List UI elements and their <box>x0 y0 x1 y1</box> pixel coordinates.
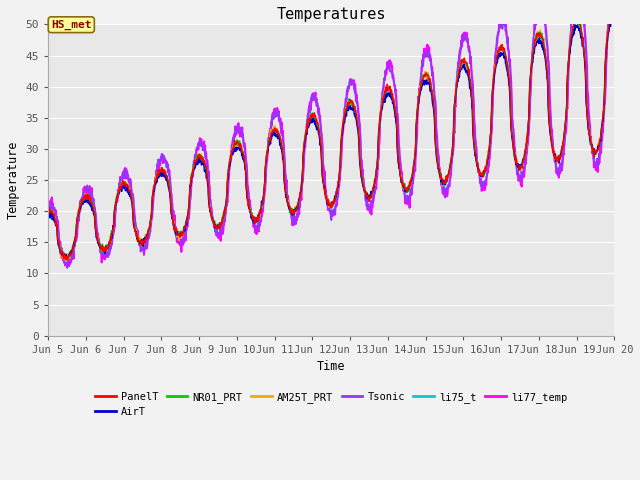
li75_t <box>307 118 314 124</box>
li75_t <box>44 209 52 215</box>
AirT <box>296 192 304 197</box>
AirT <box>88 208 96 214</box>
AirT <box>285 203 292 209</box>
NR01_PRT <box>88 204 96 209</box>
AM25T_PRT <box>62 259 70 264</box>
PanelT <box>611 3 618 9</box>
PanelT <box>285 202 292 208</box>
PanelT <box>44 205 52 211</box>
NR01_PRT <box>610 3 618 9</box>
PanelT <box>62 257 70 263</box>
Y-axis label: Temperature: Temperature <box>7 141 20 219</box>
AM25T_PRT <box>296 192 304 198</box>
Tsonic <box>367 198 374 204</box>
AirT <box>367 192 374 198</box>
PanelT <box>296 193 304 199</box>
NR01_PRT <box>111 203 119 209</box>
li77_temp <box>63 264 70 269</box>
PanelT <box>88 202 96 208</box>
Line: Tsonic: Tsonic <box>48 0 614 268</box>
AM25T_PRT <box>285 204 292 209</box>
Tsonic <box>285 203 292 209</box>
PanelT <box>111 203 119 209</box>
Text: HS_met: HS_met <box>51 20 92 30</box>
Tsonic <box>307 99 314 105</box>
AirT <box>611 13 618 19</box>
AM25T_PRT <box>609 2 616 8</box>
li77_temp <box>367 206 374 212</box>
li75_t <box>88 200 96 205</box>
Tsonic <box>63 265 71 271</box>
Tsonic <box>88 196 96 202</box>
li75_t <box>296 189 304 195</box>
li77_temp <box>88 195 96 201</box>
li77_temp <box>296 192 304 198</box>
NR01_PRT <box>307 114 314 120</box>
li75_t <box>610 5 618 11</box>
li75_t <box>111 201 119 207</box>
Line: li77_temp: li77_temp <box>48 0 614 266</box>
NR01_PRT <box>367 191 374 196</box>
li77_temp <box>44 204 52 209</box>
Tsonic <box>296 194 304 200</box>
AirT <box>64 256 72 262</box>
NR01_PRT <box>60 256 68 262</box>
PanelT <box>367 195 374 201</box>
li75_t <box>64 256 72 262</box>
AM25T_PRT <box>111 200 119 205</box>
Line: NR01_PRT: NR01_PRT <box>48 6 614 259</box>
PanelT <box>609 3 616 9</box>
AirT <box>610 8 618 14</box>
Line: AirT: AirT <box>48 11 614 259</box>
AM25T_PRT <box>307 111 314 117</box>
li77_temp <box>111 212 119 218</box>
Line: li75_t: li75_t <box>48 8 614 259</box>
li75_t <box>611 5 618 11</box>
NR01_PRT <box>285 205 292 211</box>
li77_temp <box>285 201 292 207</box>
Title: Temperatures: Temperatures <box>276 7 386 22</box>
li75_t <box>285 202 292 208</box>
Tsonic <box>111 209 119 215</box>
Line: AM25T_PRT: AM25T_PRT <box>48 5 614 262</box>
AM25T_PRT <box>611 5 618 11</box>
PanelT <box>307 112 314 118</box>
Tsonic <box>44 202 52 208</box>
NR01_PRT <box>296 191 304 196</box>
AM25T_PRT <box>367 193 374 199</box>
li75_t <box>367 195 374 201</box>
NR01_PRT <box>44 209 52 215</box>
AirT <box>44 209 52 215</box>
AM25T_PRT <box>44 205 52 211</box>
li77_temp <box>307 108 314 113</box>
NR01_PRT <box>611 4 618 10</box>
Legend: PanelT, AirT, NR01_PRT, AM25T_PRT, Tsonic, li75_t, li77_temp: PanelT, AirT, NR01_PRT, AM25T_PRT, Tsoni… <box>90 387 572 421</box>
AirT <box>111 203 119 208</box>
X-axis label: Time: Time <box>317 360 346 373</box>
AirT <box>307 120 314 125</box>
AM25T_PRT <box>88 202 96 207</box>
Line: PanelT: PanelT <box>48 6 614 260</box>
